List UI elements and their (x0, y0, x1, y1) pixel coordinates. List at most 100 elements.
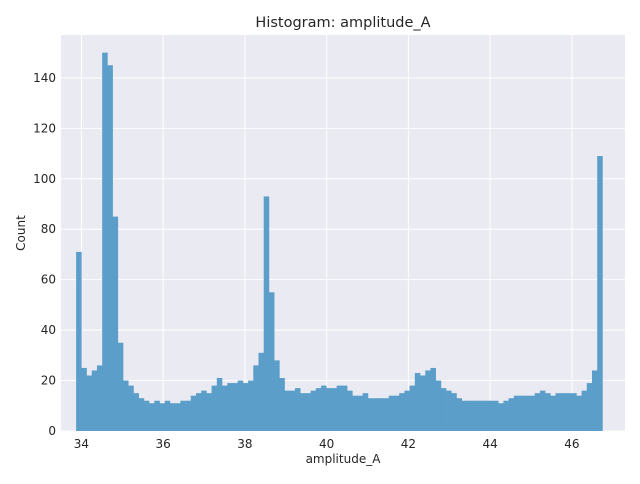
histogram-bar-81 (498, 403, 504, 431)
histogram-bar-9 (123, 380, 129, 431)
histogram-bar-30 (232, 383, 238, 431)
histogram-bar-56 (367, 398, 374, 431)
histogram-bar-6 (107, 65, 113, 431)
histogram-bar-15 (154, 400, 160, 431)
y-tick-labels: 0 20 40 60 80 100 120 140 (33, 71, 56, 438)
histogram-bar-23 (195, 393, 202, 431)
histogram-bar-13 (143, 400, 150, 431)
histogram-bar-10 (128, 385, 134, 431)
histogram-bar-82 (503, 400, 509, 431)
x-tick-label-5: 44 (482, 437, 497, 451)
histogram-bar-44 (305, 393, 311, 431)
histogram-bar-62 (399, 393, 405, 431)
y-tick-label-6: 120 (33, 121, 56, 135)
histogram-bar-19 (175, 403, 181, 431)
histogram-bar-65 (414, 372, 421, 431)
histogram-bar-43 (300, 393, 306, 431)
histogram-bar-18 (169, 403, 176, 431)
plot-background (61, 35, 625, 431)
histogram-bar-38 (274, 360, 280, 431)
histogram-bar-85 (519, 395, 525, 431)
histogram-bar-25 (206, 393, 212, 431)
histogram-bar-79 (487, 400, 494, 431)
histogram-bar-2 (86, 375, 93, 431)
histogram-bar-4 (96, 365, 103, 431)
y-tick-label-0: 0 (48, 424, 56, 438)
histogram-bar-20 (180, 400, 186, 431)
histogram-bar-42 (294, 388, 301, 431)
histogram-bar-74 (461, 400, 468, 431)
histogram-bar-37 (268, 292, 275, 431)
histogram-bar-50 (336, 385, 343, 431)
histogram-bar-57 (373, 398, 379, 431)
histogram-bar-0 (76, 251, 82, 431)
histogram-bar-76 (472, 400, 478, 431)
histogram-bar-58 (378, 398, 384, 431)
histogram-bar-26 (211, 385, 218, 431)
histogram-bar-69 (435, 380, 442, 431)
histogram-bar-48 (326, 388, 332, 431)
histogram-bar-87 (529, 395, 535, 431)
histogram-bar-14 (149, 403, 155, 431)
histogram-bars (76, 52, 603, 431)
y-tick-label-4: 80 (41, 222, 56, 236)
histogram-bar-47 (321, 385, 327, 431)
y-tick-label-7: 140 (33, 71, 56, 85)
y-tick-label-3: 60 (41, 273, 56, 287)
histogram-bar-12 (138, 398, 145, 431)
chart-title: Histogram: amplitude_A (255, 15, 430, 31)
histogram-bar-31 (237, 380, 244, 431)
histogram-bar-7 (112, 216, 119, 431)
histogram-bar-83 (508, 398, 515, 431)
histogram-bar-52 (347, 390, 353, 431)
histogram-bar-5 (102, 52, 108, 431)
histogram-bar-92 (555, 393, 562, 431)
histogram-bar-3 (91, 370, 98, 431)
histogram-bar-72 (451, 393, 457, 431)
histogram-bar-67 (425, 370, 431, 431)
histogram-bar-95 (571, 393, 577, 431)
x-tick-label-3: 40 (319, 437, 334, 451)
histogram-bar-28 (222, 385, 228, 431)
histogram-bar-68 (430, 367, 436, 431)
histogram-bar-94 (565, 393, 572, 431)
histogram-bar-1 (81, 367, 87, 431)
histogram-bar-59 (383, 398, 390, 431)
histogram-bar-77 (477, 400, 483, 431)
histogram-bar-29 (227, 383, 233, 431)
histogram-bar-54 (357, 395, 364, 431)
histogram-bar-99 (591, 370, 598, 431)
histogram-bar-61 (393, 395, 400, 431)
histogram-bar-75 (466, 400, 473, 431)
histogram-bar-80 (492, 400, 499, 431)
x-tick-label-6: 46 (564, 437, 579, 451)
histogram-bar-60 (388, 395, 395, 431)
histogram-bar-98 (586, 383, 593, 431)
histogram-bar-64 (409, 385, 416, 431)
histogram-bar-21 (185, 400, 192, 431)
histogram-bar-41 (289, 390, 296, 431)
histogram-bar-33 (248, 380, 254, 431)
histogram-bar-51 (341, 385, 348, 431)
x-tick-labels: 34 36 38 40 42 44 46 (74, 437, 580, 451)
histogram-bar-93 (560, 393, 567, 431)
histogram-bar-84 (513, 395, 520, 431)
grid-lines (61, 35, 625, 432)
histogram-bar-97 (581, 390, 588, 431)
histogram-bar-96 (576, 395, 582, 431)
histogram-bar-91 (550, 395, 556, 431)
histogram-bar-66 (420, 375, 426, 431)
histogram-bar-70 (440, 388, 447, 431)
histogram-bar-49 (331, 388, 337, 431)
x-tick-label-2: 38 (237, 437, 252, 451)
y-tick-label-5: 100 (33, 172, 56, 186)
histogram-bar-86 (524, 395, 530, 431)
histogram-bar-17 (164, 400, 171, 431)
histogram-bar-24 (201, 390, 207, 431)
histogram-bar-34 (253, 365, 259, 431)
histogram-bar-16 (159, 403, 166, 431)
histogram-bar-11 (133, 393, 139, 431)
x-axis-label: amplitude_A (306, 452, 382, 466)
